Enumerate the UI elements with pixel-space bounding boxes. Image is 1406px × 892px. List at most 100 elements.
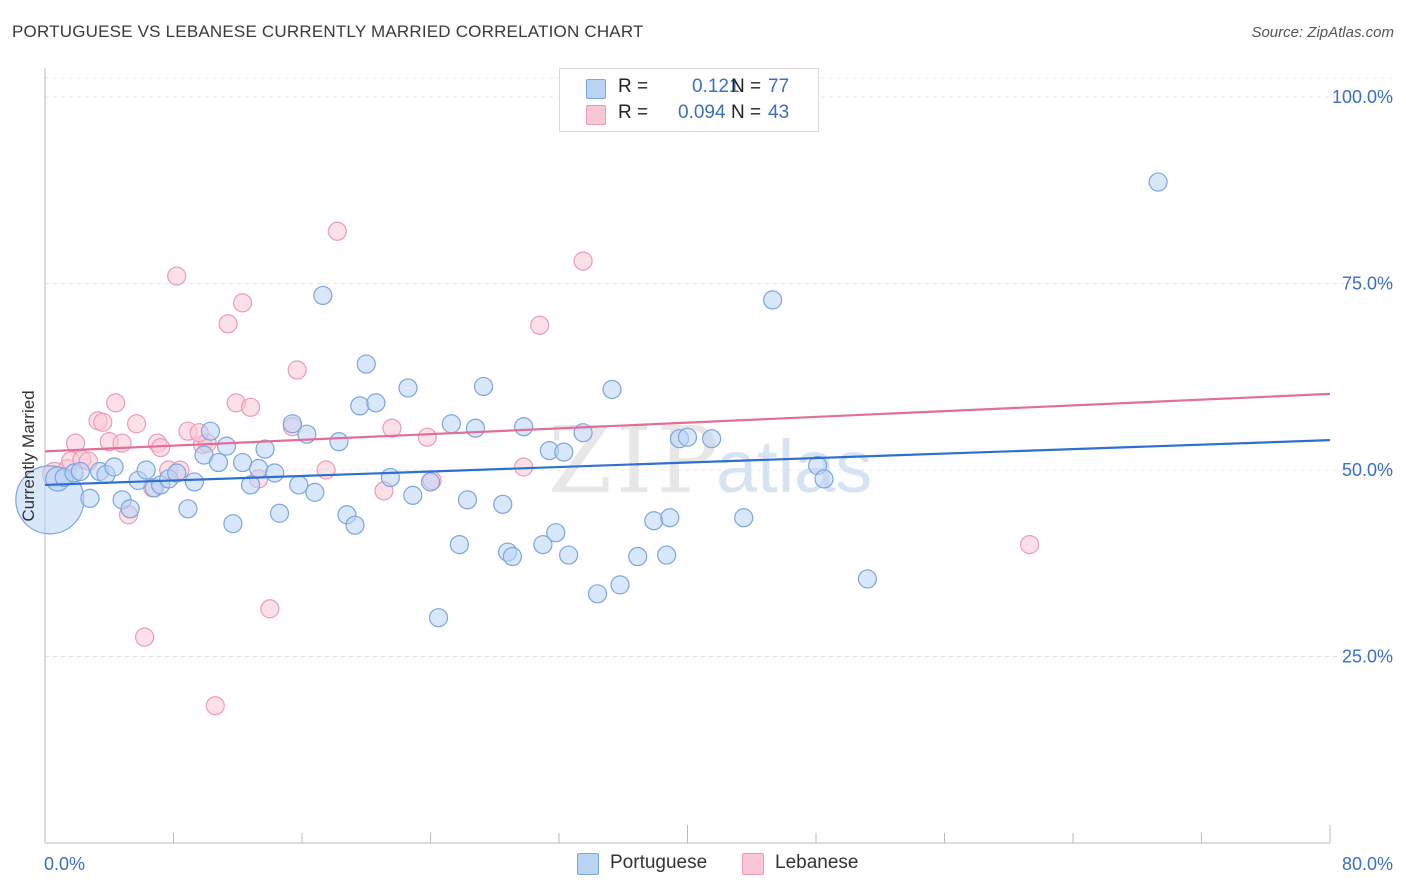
lebanese-point	[327, 221, 347, 241]
lebanese-point	[134, 627, 155, 647]
portuguese-point	[305, 482, 325, 502]
portuguese-point	[104, 457, 124, 477]
watermark: ZIP atlas	[548, 407, 872, 514]
portuguese-point	[657, 545, 677, 565]
portuguese-point	[546, 523, 566, 543]
portuguese-swatch	[586, 79, 606, 99]
portuguese-point	[366, 393, 386, 413]
trend-layer	[44, 392, 1331, 487]
lebanese-point	[112, 433, 132, 453]
lebanese-point	[287, 360, 307, 380]
portuguese-point	[428, 608, 449, 628]
axis-layer: 25.0% 50.0% 75.0% 100.0% 0.0% 80.0%	[44, 68, 1393, 874]
portuguese-point	[232, 452, 253, 473]
lebanese-point	[151, 438, 171, 458]
portuguese-point	[178, 499, 198, 519]
lebanese-swatch	[742, 853, 764, 875]
portuguese-point	[403, 485, 423, 505]
portuguese-point	[289, 475, 309, 495]
lebanese-point	[382, 418, 402, 438]
portuguese-point	[356, 354, 376, 374]
portuguese-point	[282, 414, 302, 434]
portuguese-point	[420, 472, 441, 492]
lebanese-point	[573, 251, 593, 271]
x-tick-label: 80.0%	[1342, 854, 1393, 874]
portuguese-point	[587, 584, 608, 604]
legend-label-lebanese: Lebanese	[775, 852, 859, 873]
portuguese-point	[208, 452, 229, 473]
portuguese-point	[602, 379, 622, 400]
lebanese-point	[241, 397, 261, 417]
n-label: N =	[731, 102, 762, 123]
portuguese-point	[249, 458, 269, 479]
portuguese-point	[241, 475, 261, 495]
lebanese-point	[65, 433, 86, 453]
lebanese-swatch	[586, 105, 606, 125]
portuguese-point	[449, 534, 470, 555]
portuguese-trendline	[44, 439, 1331, 487]
lebanese-trendline	[44, 392, 1331, 453]
portuguese-point	[554, 442, 574, 462]
lebanese-point	[205, 696, 225, 716]
portuguese-point	[200, 421, 221, 441]
portuguese-swatch	[577, 853, 599, 875]
portuguese-point	[457, 490, 478, 510]
portuguese-point	[628, 546, 648, 567]
portuguese-point	[644, 511, 664, 531]
lebanese-point	[218, 314, 238, 334]
portuguese-point	[533, 534, 553, 555]
chart-title: PORTUGUESE VS LEBANESE CURRENTLY MARRIED…	[12, 22, 644, 41]
portuguese-point	[345, 515, 365, 535]
y-tick-label: 75.0%	[1342, 274, 1393, 294]
legend-label-portuguese: Portuguese	[610, 852, 708, 873]
portuguese-point	[255, 439, 275, 459]
portuguese-point	[514, 417, 534, 437]
portuguese-point	[216, 436, 237, 456]
y-axis-label: Currently Married	[19, 390, 38, 521]
portuguese-point	[763, 290, 783, 310]
points-layer	[15, 172, 1168, 716]
portuguese-point	[167, 463, 187, 483]
portuguese-point	[734, 508, 754, 528]
portuguese-point	[559, 545, 579, 565]
portuguese-point	[350, 396, 370, 416]
lebanese-point	[1020, 534, 1040, 555]
r-label: R =	[618, 102, 649, 123]
y-tick-label: 25.0%	[1342, 647, 1393, 667]
portuguese-point	[502, 546, 523, 567]
portuguese-point	[120, 499, 140, 519]
y-tick-label: 50.0%	[1342, 460, 1393, 480]
portuguese-point	[441, 414, 461, 434]
portuguese-point	[465, 418, 486, 438]
n-value: 43	[768, 102, 790, 123]
portuguese-point	[313, 285, 333, 306]
portuguese-point	[473, 376, 494, 397]
y-tick-label: 100.0%	[1332, 87, 1393, 107]
x-tick-label: 0.0%	[44, 854, 85, 874]
portuguese-point	[677, 427, 698, 447]
lebanese-point	[106, 393, 126, 413]
portuguese-point	[329, 432, 349, 452]
lebanese-point	[260, 599, 280, 619]
lebanese-point	[530, 315, 550, 335]
lebanese-point	[126, 414, 147, 434]
portuguese-point	[701, 429, 722, 449]
portuguese-point	[660, 508, 680, 528]
r-value: 0.121	[692, 76, 740, 97]
portuguese-point	[380, 467, 400, 488]
r-value: 0.094	[678, 102, 726, 123]
correlation-legend: R = 0.121 N = 77 R = 0.094 N = 43	[559, 68, 819, 132]
r-label: R =	[618, 76, 649, 97]
chart-source: Source: ZipAtlas.com	[1251, 24, 1394, 41]
portuguese-point	[493, 494, 513, 514]
portuguese-point	[184, 472, 204, 492]
lebanese-point	[93, 412, 113, 432]
n-label: N =	[731, 76, 762, 97]
portuguese-point	[80, 488, 100, 508]
portuguese-point	[223, 514, 243, 534]
portuguese-point	[265, 463, 285, 483]
portuguese-point	[136, 460, 156, 480]
portuguese-point	[269, 503, 290, 523]
portuguese-point	[610, 575, 630, 595]
